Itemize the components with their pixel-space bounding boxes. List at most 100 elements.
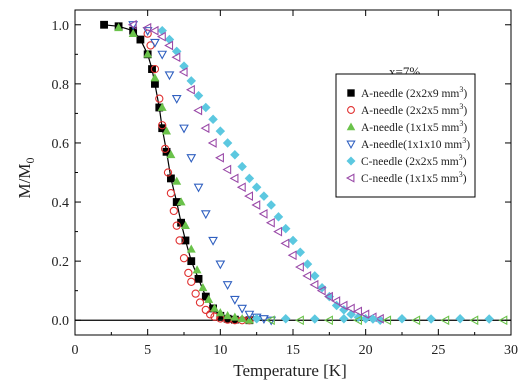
- data-point: [287, 250, 297, 261]
- baseline-point: [310, 314, 320, 324]
- data-point: [156, 31, 166, 42]
- legend-entry: A-needle(1x1x10 mm3): [346, 136, 470, 151]
- legend-entry: A-needle (2x2x9 mm3): [347, 85, 467, 100]
- data-point: [230, 312, 240, 321]
- legend-marker: [346, 156, 356, 166]
- legend-label: A-needle (1x1x5 mm3): [361, 119, 467, 134]
- baseline-point: [469, 315, 479, 326]
- data-point: [266, 200, 276, 210]
- y-tick-label: 1.0: [52, 19, 70, 34]
- data-point: [208, 114, 218, 125]
- data-point: [181, 236, 190, 245]
- data-point: [338, 300, 348, 311]
- legend-marker: [347, 106, 355, 114]
- data-point: [353, 306, 363, 317]
- y-tick-label: 0.0: [52, 314, 70, 329]
- data-point: [193, 183, 204, 193]
- data-point: [158, 121, 167, 130]
- baseline-point: [397, 314, 407, 324]
- data-point: [162, 126, 172, 135]
- data-point: [360, 309, 370, 320]
- data-point: [222, 164, 232, 175]
- data-point: [198, 282, 208, 292]
- data-point: [258, 208, 268, 219]
- data-point: [171, 52, 181, 63]
- data-point: [316, 285, 326, 296]
- data-point: [136, 35, 145, 44]
- data-point: [186, 244, 196, 253]
- baseline-point: [294, 315, 304, 326]
- baseline-point: [382, 315, 392, 326]
- data-point: [157, 50, 168, 60]
- data-point: [208, 236, 218, 246]
- data-point: [160, 144, 170, 154]
- data-point: [191, 289, 200, 298]
- data-point: [265, 217, 275, 228]
- baseline-point: [251, 314, 262, 324]
- data-point: [193, 105, 203, 116]
- legend-marker: [346, 140, 356, 150]
- data-point: [210, 303, 219, 312]
- data-point: [187, 277, 196, 286]
- data-point: [215, 308, 225, 317]
- x-tick-label: 0: [72, 343, 79, 358]
- data-point: [310, 271, 320, 281]
- data-point: [230, 150, 240, 160]
- data-point: [163, 168, 173, 177]
- data-point: [157, 102, 167, 111]
- data-point: [309, 279, 319, 290]
- baseline-point: [265, 315, 275, 326]
- data-point: [345, 303, 355, 314]
- x-tick-label: 5: [144, 343, 151, 358]
- data-point: [222, 138, 233, 148]
- legend-label: A-needle (2x2x9 mm3): [361, 85, 467, 100]
- data-point: [215, 260, 226, 270]
- x-tick-label: 25: [431, 343, 445, 358]
- legend: A-needle (2x2x9 mm3) A-needle (2x2x5 mm3)…: [335, 73, 476, 198]
- baseline-point: [440, 315, 450, 326]
- data-point: [194, 274, 203, 283]
- data-point: [186, 76, 197, 86]
- x-tick-label: 20: [359, 343, 373, 358]
- data-point: [100, 20, 108, 29]
- legend-marker: [346, 122, 356, 131]
- data-point: [164, 71, 175, 81]
- data-point: [236, 182, 246, 193]
- y-tick-label: 0.6: [52, 137, 70, 152]
- data-point: [244, 310, 255, 320]
- axes-layer: 0 5 10 15 20 25 30 0.0 0.2 0.4 0.6 0.8 1.0: [52, 10, 518, 358]
- data-point: [150, 38, 160, 48]
- legend-label: A-needle(1x1x10 mm3): [361, 136, 470, 151]
- data-point: [237, 161, 247, 172]
- data-point: [244, 191, 254, 202]
- legend-label: C-needle (2x2x5 mm3): [361, 153, 467, 168]
- baseline-point: [426, 314, 436, 324]
- data-point: [288, 235, 298, 246]
- data-point: [324, 291, 333, 302]
- baseline-point: [484, 314, 494, 324]
- data-point: [201, 102, 211, 113]
- data-point: [204, 294, 214, 303]
- data-point: [166, 189, 176, 198]
- data-point: [171, 95, 182, 104]
- data-point: [215, 126, 226, 136]
- series-4: [157, 25, 385, 325]
- data-point: [179, 254, 189, 263]
- data-point: [172, 221, 181, 230]
- x-tick-label: 30: [504, 343, 518, 358]
- x-axis-title: Temperature [K]: [233, 361, 347, 380]
- y-tick-label: 0.8: [52, 78, 70, 93]
- data-point: [149, 25, 159, 36]
- data-point: [169, 206, 178, 216]
- data-point: [155, 94, 164, 103]
- y-axis-title-sub: 0: [23, 158, 37, 164]
- baseline-point: [411, 315, 421, 326]
- data-point: [195, 298, 205, 307]
- data-point: [200, 210, 211, 220]
- series-5: [127, 19, 384, 324]
- data-point: [193, 90, 204, 101]
- data-point: [186, 154, 197, 164]
- data-point: [175, 236, 184, 245]
- data-point: [244, 173, 255, 184]
- data-point: [273, 212, 284, 222]
